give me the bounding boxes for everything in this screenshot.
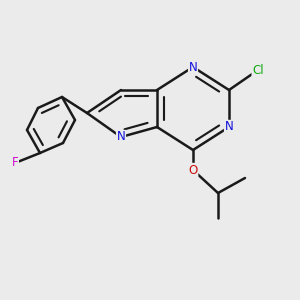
Text: F: F [12, 157, 18, 169]
Text: Cl: Cl [252, 64, 264, 76]
Text: N: N [117, 130, 125, 143]
Text: N: N [189, 61, 197, 74]
Text: N: N [225, 121, 233, 134]
Text: O: O [188, 164, 198, 176]
